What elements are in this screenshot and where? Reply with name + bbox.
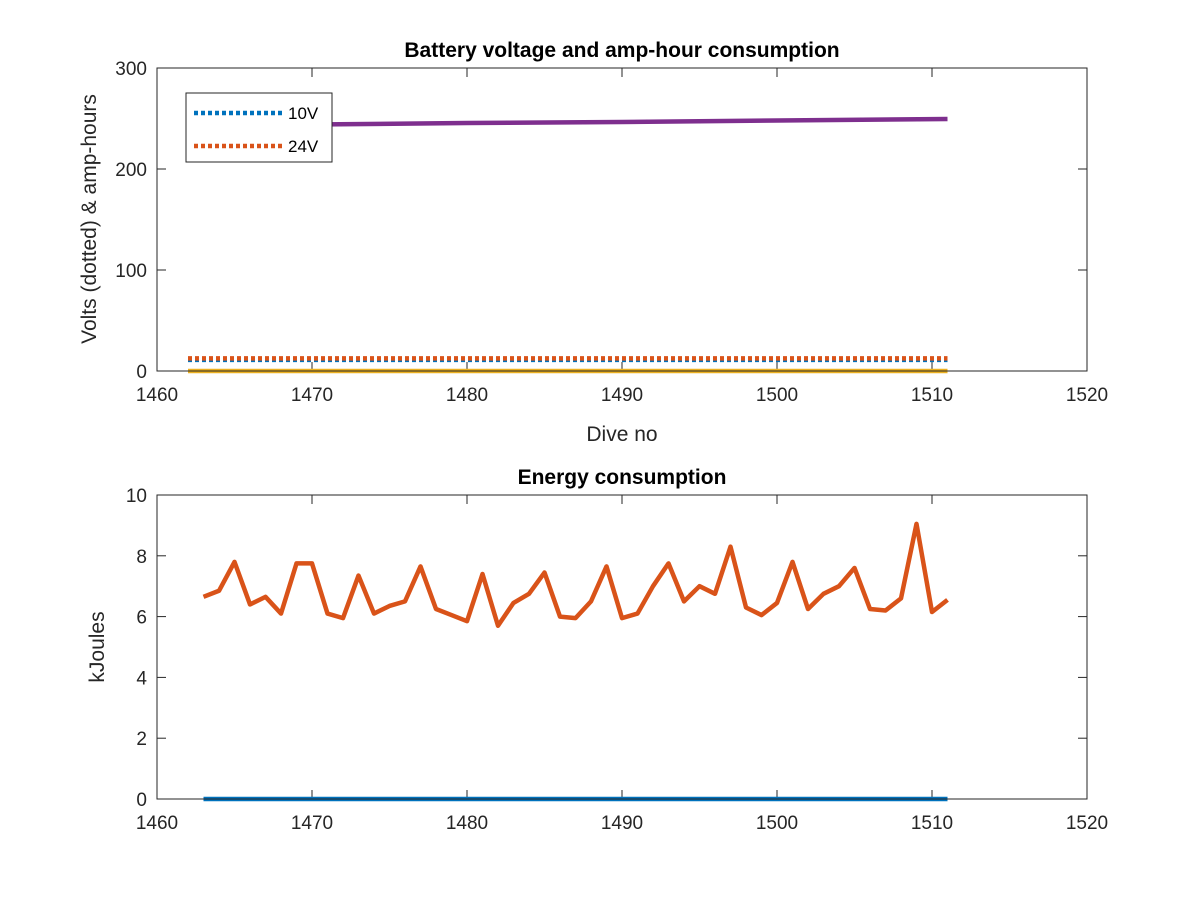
axes-2-ytick-label: 6 <box>136 608 147 629</box>
axes-1-xtick-label: 1520 <box>1066 385 1108 406</box>
axes-1-xtick-label: 1490 <box>601 385 643 406</box>
legend-label-24v: 24V <box>288 137 319 156</box>
axes-1-title: Battery voltage and amp-hour consumption <box>404 39 839 62</box>
subplot-energy-consumption: 1460 1470 1480 1490 1500 1510 1520 0 2 4 6 8 10 Ener… <box>86 466 1108 834</box>
axes-1-xtick-label: 1500 <box>756 385 798 406</box>
legend: 10V 24V <box>185 92 333 163</box>
axes-2-ytick-label: 2 <box>136 729 147 750</box>
axes-1-xtick-label: 1510 <box>911 385 953 406</box>
axes-2-ytick-label: 0 <box>136 790 147 811</box>
axes-2-xtick-label: 1470 <box>291 813 333 834</box>
legend-box <box>185 92 333 163</box>
axes-2-box <box>156 494 1088 800</box>
axes-1-ytick-label: 100 <box>115 261 147 282</box>
axes-1-box <box>156 67 1088 372</box>
axes-1-xlabel: Dive no <box>586 423 657 446</box>
axes-2-xtick-label: 1510 <box>911 813 953 834</box>
axes-1-ylabel: Volts (dotted) & amp-hours <box>78 94 101 344</box>
subplot-battery-voltage: 1460 1470 1480 1490 1500 1510 1520 0 100 200 300 B… <box>78 39 1108 446</box>
axes-2-ylabel: kJoules <box>86 611 109 682</box>
axes-1-ytick-label: 300 <box>115 59 147 80</box>
axes-2-xtick-label: 1460 <box>136 813 178 834</box>
axes-1-xtick-label: 1460 <box>136 385 178 406</box>
axes-2-xtick-label: 1520 <box>1066 813 1108 834</box>
axes-2-ytick-label: 4 <box>136 668 147 689</box>
axes-1-xtick-label: 1470 <box>291 385 333 406</box>
axes-2-xtick-label: 1500 <box>756 813 798 834</box>
axes-2-series-1-line <box>202 521 949 628</box>
legend-label-10v: 10V <box>288 104 319 123</box>
axes-2-background <box>157 495 1087 799</box>
axes-2-ytick-label: 10 <box>126 486 147 507</box>
axes-1-ytick-label: 200 <box>115 160 147 181</box>
axes-2-xtick-label: 1480 <box>446 813 488 834</box>
axes-2-xtick-label: 1490 <box>601 813 643 834</box>
axes-1-ytick-label: 0 <box>136 362 147 383</box>
axes-2-ytick-label: 8 <box>136 547 147 568</box>
axes-2-ticks: 1460 1470 1480 1490 1500 1510 1520 0 2 4 6 8 10 <box>126 486 1108 834</box>
axes-2-title: Energy consumption <box>518 466 727 489</box>
axes-1-xtick-label: 1480 <box>446 385 488 406</box>
axes-1-ticks: 1460 1470 1480 1490 1500 1510 1520 0 100 200 300 <box>115 59 1108 406</box>
